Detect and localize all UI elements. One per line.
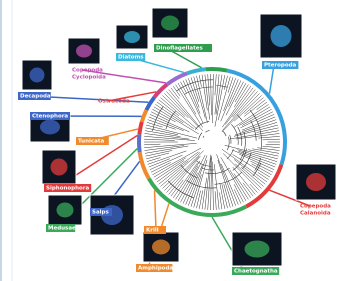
branch bbox=[252, 149, 279, 154]
branch bbox=[144, 144, 160, 145]
connector bbox=[269, 65, 274, 94]
branch-arc bbox=[250, 110, 262, 150]
branch-arc bbox=[201, 168, 214, 170]
branch bbox=[194, 160, 207, 208]
clade-sublabel: Calanoida bbox=[300, 211, 331, 217]
organism-shape bbox=[245, 241, 270, 258]
branch bbox=[150, 155, 183, 170]
branch bbox=[212, 162, 213, 210]
clade-label: Copepoda bbox=[72, 68, 103, 74]
branch bbox=[173, 86, 180, 96]
branch bbox=[159, 161, 189, 185]
ring-segment bbox=[142, 110, 147, 122]
clade-label: Diatoms bbox=[118, 55, 144, 61]
branch-arc bbox=[227, 149, 233, 159]
clade-label: Krill bbox=[146, 228, 159, 234]
clade-label: Decapoda bbox=[20, 94, 51, 100]
branch bbox=[148, 151, 187, 164]
organism-shape bbox=[306, 173, 326, 191]
ring-segment bbox=[140, 152, 149, 178]
ring-segment bbox=[146, 97, 154, 110]
branch-arc bbox=[231, 124, 238, 145]
branch bbox=[250, 184, 258, 192]
clade-label: Ostracoda bbox=[98, 99, 130, 105]
branch bbox=[266, 144, 280, 145]
branch bbox=[225, 88, 253, 125]
organism-shape bbox=[152, 240, 170, 255]
branch bbox=[263, 146, 280, 147]
branch bbox=[202, 178, 207, 209]
clade-sublabel: Cyclopoida bbox=[72, 75, 106, 81]
branch bbox=[178, 83, 196, 114]
ring-segment bbox=[154, 84, 167, 97]
organism-shape bbox=[124, 31, 140, 43]
branch-arc bbox=[205, 130, 209, 132]
organism-shape bbox=[51, 159, 68, 176]
branch-arc bbox=[222, 131, 226, 136]
phylogenetic-tree bbox=[144, 74, 280, 210]
branch bbox=[145, 146, 185, 151]
branch bbox=[148, 120, 176, 130]
connector bbox=[155, 190, 156, 230]
figure: CopepodaCyclopoidaDiatomsDinoflagellates… bbox=[0, 0, 339, 281]
organism-shape bbox=[40, 120, 60, 135]
branch bbox=[211, 74, 212, 115]
clade-label: Copepoda bbox=[300, 204, 331, 210]
branch bbox=[144, 136, 195, 140]
branch bbox=[219, 193, 221, 210]
branch bbox=[144, 139, 175, 140]
clade-label: Dinoflagellates bbox=[156, 46, 203, 52]
clade-label: Chaetognatha bbox=[234, 269, 278, 275]
branch bbox=[228, 77, 233, 92]
branch-arc bbox=[230, 135, 231, 144]
clade-label: Medusae bbox=[48, 226, 76, 232]
organism-shape bbox=[30, 68, 45, 83]
clade-label: Salps bbox=[92, 210, 109, 216]
branch bbox=[256, 102, 267, 110]
branch bbox=[244, 100, 265, 117]
organism-shape bbox=[161, 16, 179, 31]
ring-segment bbox=[206, 69, 228, 71]
branch bbox=[215, 191, 216, 210]
branch bbox=[205, 155, 211, 210]
branch bbox=[166, 91, 198, 127]
branch bbox=[250, 161, 273, 172]
organism-shape bbox=[57, 203, 74, 218]
branch bbox=[157, 152, 198, 182]
clade-label: Ctenophora bbox=[32, 114, 68, 120]
ring-segment bbox=[187, 69, 206, 73]
branch bbox=[258, 172, 269, 179]
branch bbox=[208, 74, 210, 105]
branch bbox=[150, 114, 189, 132]
organism-shape bbox=[271, 25, 292, 47]
tree-figure: CopepodaCyclopoidaDiatomsDinoflagellates… bbox=[0, 0, 339, 281]
branch bbox=[223, 153, 259, 190]
branch bbox=[214, 164, 219, 209]
branch bbox=[212, 74, 213, 123]
clade-label: Pteropoda bbox=[264, 63, 297, 69]
ring-segment bbox=[139, 134, 140, 152]
clade-label: Siphonophora bbox=[46, 186, 90, 192]
branch bbox=[234, 184, 243, 202]
ring-segment bbox=[139, 122, 141, 134]
branch bbox=[151, 162, 171, 172]
branch-arc bbox=[203, 136, 204, 138]
clade-label: Amphipoda bbox=[138, 266, 173, 272]
branch-arc bbox=[199, 133, 202, 140]
branch bbox=[215, 74, 216, 95]
branch-arc bbox=[251, 120, 257, 140]
branch bbox=[217, 154, 236, 205]
branch-arc bbox=[227, 137, 229, 150]
clade-label: Tunicata bbox=[78, 139, 104, 145]
branch bbox=[164, 93, 188, 117]
branch bbox=[263, 139, 280, 140]
branch bbox=[183, 80, 203, 123]
organism-shape bbox=[76, 45, 92, 58]
